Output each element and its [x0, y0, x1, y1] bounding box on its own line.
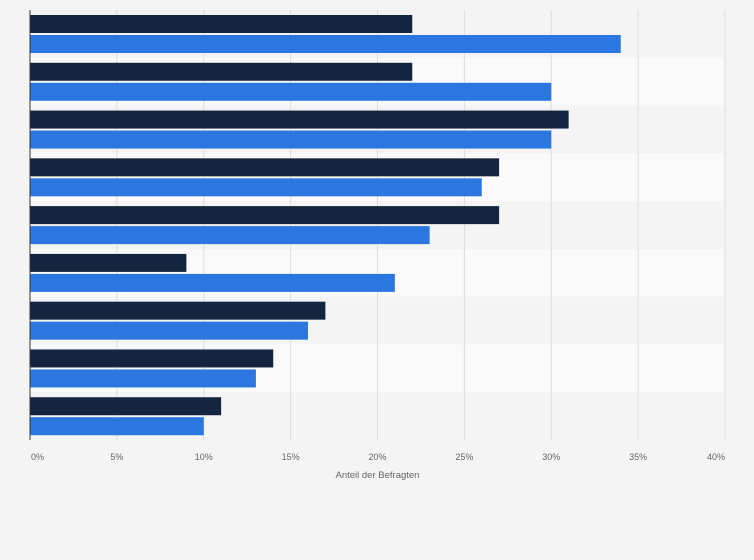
bar[interactable]	[30, 369, 256, 388]
x-tick-label: 40%	[707, 452, 725, 462]
x-tick-label: 35%	[629, 452, 647, 462]
x-tick-label: 10%	[195, 452, 213, 462]
x-axis-label: Anteil der Befragten	[336, 470, 420, 481]
bar[interactable]	[30, 35, 621, 53]
bar[interactable]	[30, 417, 204, 436]
x-axis-ticks: 0% 5% 10% 15% 20% 25% 30% 35% 40%	[31, 452, 725, 462]
bar[interactable]	[30, 206, 500, 225]
bar[interactable]	[30, 301, 326, 320]
bar[interactable]	[30, 321, 308, 340]
bar[interactable]	[30, 130, 552, 149]
bar[interactable]	[30, 62, 413, 81]
bar[interactable]	[30, 158, 500, 177]
x-tick-label: 15%	[282, 452, 300, 462]
bars	[30, 15, 621, 436]
bar[interactable]	[30, 349, 274, 368]
x-tick-label: 0%	[31, 452, 44, 462]
bar[interactable]	[30, 178, 482, 197]
bar[interactable]	[30, 15, 413, 33]
bar[interactable]	[30, 397, 222, 416]
bar[interactable]	[30, 273, 395, 292]
gridlines	[116, 10, 726, 440]
bar[interactable]	[30, 110, 569, 129]
x-tick-label: 25%	[455, 452, 473, 462]
x-tick-label: 30%	[542, 452, 560, 462]
x-tick-label: 5%	[110, 452, 123, 462]
bar[interactable]	[30, 226, 430, 245]
x-tick-label: 20%	[368, 452, 386, 462]
bar[interactable]	[30, 253, 187, 272]
bar[interactable]	[30, 82, 552, 101]
